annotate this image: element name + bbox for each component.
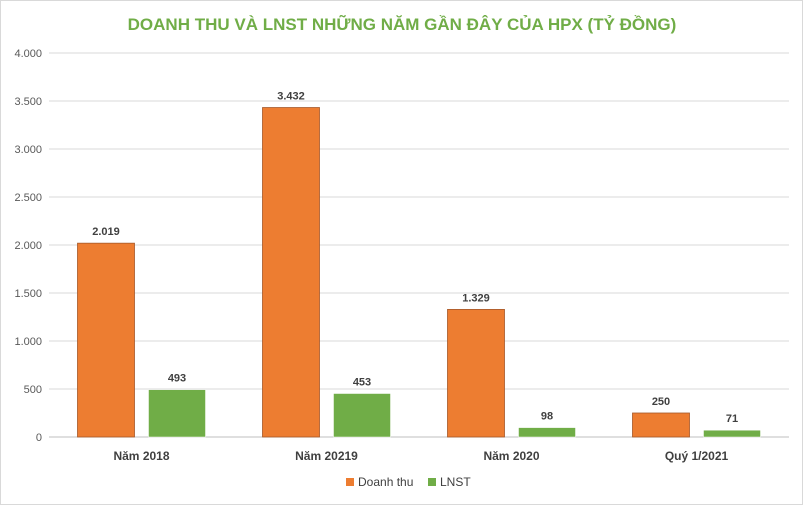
y-tick-label: 2.500: [14, 192, 42, 204]
legend-swatch: [346, 478, 354, 486]
x-axis-categories: Năm 2018 Năm 20219 Năm 2020 Quý 1/2021: [113, 449, 728, 463]
y-tick-label: 0: [36, 432, 42, 444]
data-label: 250: [652, 396, 670, 408]
bars: [77, 107, 761, 438]
x-category-label: Năm 20219: [295, 449, 358, 463]
bar-lnst: [703, 429, 761, 438]
data-label: 98: [541, 411, 553, 423]
y-tick-label: 3.000: [14, 144, 42, 156]
x-category-label: Quý 1/2021: [665, 449, 729, 463]
data-label: 2.019: [92, 226, 120, 238]
chart-title: DOANH THU VÀ LNST NHỮNG NĂM GẦN ĐÂY CỦA …: [128, 14, 677, 34]
data-label: 493: [168, 373, 186, 385]
y-tick-label: 1.500: [14, 288, 42, 300]
data-label: 1.329: [462, 292, 490, 304]
bar-doanh-thu: [632, 412, 690, 438]
legend: Doanh thu LNST: [346, 475, 471, 489]
legend-label: LNST: [440, 475, 471, 489]
y-tick-label: 1.000: [14, 336, 42, 348]
bar-doanh-thu: [77, 242, 135, 438]
y-axis-ticks: 0 500 1.000 1.500 2.000 2.500 3.000 3.500 4.000: [14, 48, 42, 444]
data-label: 453: [353, 377, 371, 389]
bar-lnst: [333, 393, 391, 438]
y-tick-label: 500: [24, 384, 42, 396]
x-category-label: Năm 2018: [113, 449, 169, 463]
y-tick-label: 4.000: [14, 48, 42, 60]
gridlines: [49, 52, 789, 438]
legend-swatch: [428, 478, 436, 486]
data-label: 71: [726, 413, 738, 425]
y-tick-label: 3.500: [14, 96, 42, 108]
bar-lnst: [518, 427, 576, 438]
data-labels: 2.019 493 3.432 453 1.329 98 250 71: [92, 91, 738, 426]
x-category-label: Năm 2020: [483, 449, 539, 463]
bar-lnst: [148, 389, 206, 438]
y-tick-label: 2.000: [14, 240, 42, 252]
legend-label: Doanh thu: [358, 475, 413, 489]
bar-doanh-thu: [262, 107, 320, 438]
bar-doanh-thu: [447, 309, 505, 438]
data-label: 3.432: [277, 91, 305, 103]
